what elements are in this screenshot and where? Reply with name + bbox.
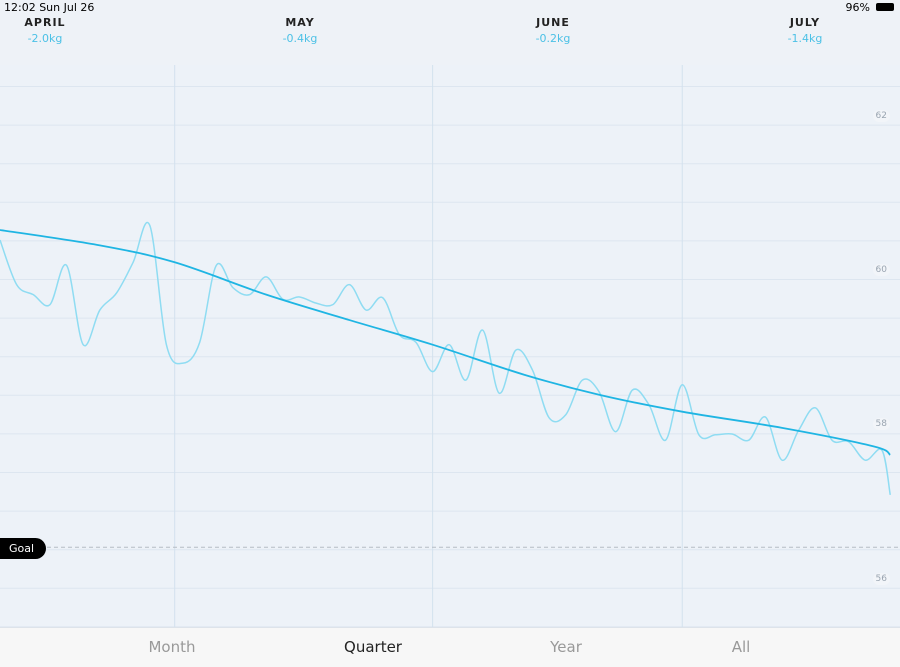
- month-delta: -0.4kg: [282, 32, 318, 45]
- daily-weight-line: [0, 221, 891, 495]
- tab-quarter[interactable]: Quarter: [344, 638, 402, 656]
- month-name: JULY: [789, 16, 821, 29]
- y-tick-60: 60: [872, 264, 890, 276]
- trend-line: [0, 229, 891, 456]
- status-time-text: 12:02: [4, 1, 36, 14]
- tab-month[interactable]: Month: [148, 638, 196, 656]
- month-july: JULY -1.4kg: [780, 16, 830, 45]
- goal-badge: Goal: [0, 538, 47, 559]
- month-name: MAY: [285, 16, 315, 29]
- month-april: APRIL -2.0kg: [20, 16, 70, 45]
- month-delta: -1.4kg: [787, 32, 823, 45]
- month-delta: -2.0kg: [27, 32, 63, 45]
- y-tick-62: 62: [872, 110, 890, 122]
- range-tab-bar: Month Quarter Year All: [0, 627, 900, 667]
- tab-year[interactable]: Year: [550, 638, 582, 656]
- status-time: 12:02 Sun Jul 26: [4, 1, 94, 14]
- weight-chart[interactable]: [0, 0, 900, 627]
- tab-all[interactable]: All: [731, 638, 751, 656]
- month-june: JUNE -0.2kg: [528, 16, 578, 45]
- month-name: JUNE: [536, 16, 570, 29]
- status-date-text: Sun Jul 26: [39, 1, 95, 14]
- month-may: MAY -0.4kg: [275, 16, 325, 45]
- y-tick-56: 56: [872, 573, 890, 585]
- month-delta: -0.2kg: [535, 32, 571, 45]
- y-tick-58: 58: [872, 418, 890, 430]
- status-battery: 96%: [845, 1, 870, 14]
- month-name: APRIL: [24, 16, 66, 29]
- battery-icon: [876, 3, 894, 11]
